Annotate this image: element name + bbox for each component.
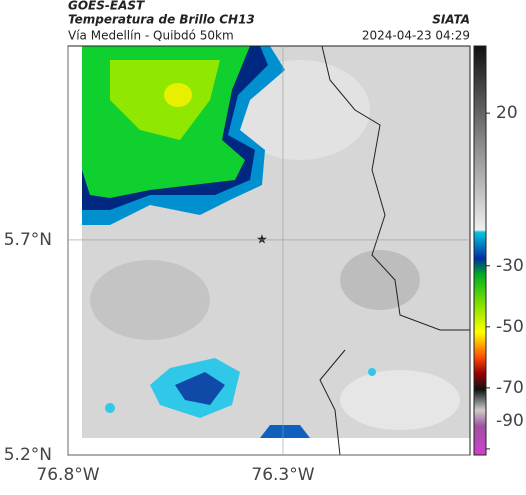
colorbar-tick-label: 20 bbox=[496, 103, 518, 123]
x-tick-label: 76.3°W bbox=[251, 465, 314, 485]
colorbar bbox=[473, 45, 487, 456]
source: GOES-EAST bbox=[68, 0, 145, 13]
agency: SIATA bbox=[432, 13, 470, 27]
x-tick-label: 76.8°W bbox=[36, 465, 99, 485]
region: Vía Medellín - Quibdó 50km bbox=[68, 29, 234, 43]
map-imagery bbox=[82, 45, 470, 456]
product: Temperatura de Brillo CH13 bbox=[68, 13, 255, 27]
datetime: 2024-04-23 04:29 bbox=[362, 29, 470, 43]
y-tick-label: 5.2°N bbox=[4, 445, 52, 465]
colorbar-tick-label: -90 bbox=[496, 411, 524, 431]
colorbar-tick-label: -30 bbox=[496, 256, 524, 276]
y-tick-label: 5.7°N bbox=[4, 230, 52, 250]
colorbar-tick-label: -70 bbox=[496, 378, 524, 398]
colorbar-tick-label: -50 bbox=[496, 317, 524, 337]
